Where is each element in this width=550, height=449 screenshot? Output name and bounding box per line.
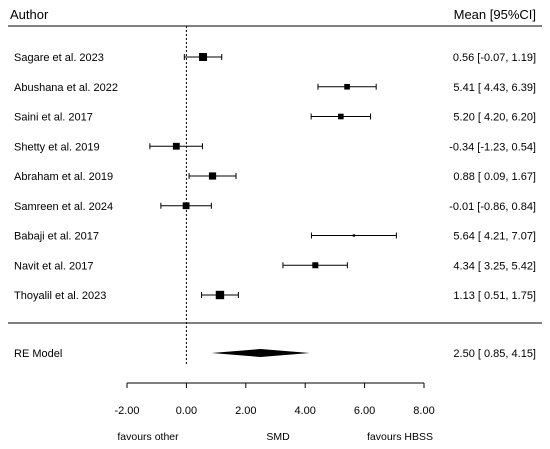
- ci-text: 0.88 [ 0.09, 1.67]: [453, 171, 536, 183]
- point-estimate: [172, 142, 180, 150]
- summary-row: RE Model 2.50 [ 0.85, 4.15]: [14, 348, 536, 360]
- study-label: Navit et al. 2017: [14, 260, 94, 272]
- ci-text: -0.01 [-0.86, 0.84]: [449, 201, 536, 213]
- x-tick-label: 2.00: [235, 405, 256, 417]
- favours-other-label: favours other: [117, 431, 179, 443]
- study-row: Shetty et al. 2019 -0.34 [-1.23, 0.54]: [14, 141, 536, 153]
- x-tick-label: 0.00: [176, 405, 197, 417]
- point-estimate: [352, 234, 356, 237]
- study-label: Samreen et al. 2024: [14, 201, 113, 213]
- point-estimate: [208, 172, 217, 180]
- point-estimate: [199, 53, 208, 61]
- ci-text: 1.13 [ 0.51, 1.75]: [453, 290, 536, 302]
- study-rows: Sagare et al. 2023 0.56 [-0.07, 1.19] Abus…: [14, 52, 536, 302]
- study-row: Saini et al. 2017 5.20 [ 4.20, 6.20]: [14, 112, 536, 124]
- ci-text: 5.20 [ 4.20, 6.20]: [453, 112, 536, 124]
- study-label: Babaji et al. 2017: [14, 231, 99, 243]
- point-estimate: [338, 113, 344, 120]
- study-row: Navit et al. 2017 4.34 [ 3.25, 5.42]: [14, 260, 536, 272]
- ci-text: -0.34 [-1.23, 0.54]: [449, 141, 536, 153]
- study-row: Thoyalil et al. 2023 1.13 [ 0.51, 1.75]: [14, 290, 536, 302]
- author-header: Author: [10, 7, 49, 22]
- study-row: Samreen et al. 2024 -0.01 [-0.86, 0.84]: [14, 201, 536, 213]
- point-estimate: [215, 290, 225, 300]
- mean-ci-header: Mean [95%CI]: [454, 7, 536, 22]
- ci-text: 5.41 [ 4.43, 6.39]: [453, 82, 536, 94]
- study-row: Sagare et al. 2023 0.56 [-0.07, 1.19]: [14, 52, 536, 64]
- summary-ci-text: 2.50 [ 0.85, 4.15]: [453, 348, 536, 360]
- study-label: Shetty et al. 2019: [14, 141, 100, 153]
- ci-text: 4.34 [ 3.25, 5.42]: [453, 260, 536, 272]
- study-row: Abraham et al. 2019 0.88 [ 0.09, 1.67]: [14, 171, 536, 183]
- x-tick-label: -2.00: [114, 405, 139, 417]
- point-estimate: [312, 262, 319, 269]
- x-tick-label: 6.00: [354, 405, 375, 417]
- summary-label: RE Model: [14, 348, 62, 360]
- study-row: Abushana et al. 2022 5.41 [ 4.43, 6.39]: [14, 82, 536, 94]
- ci-text: 5.64 [ 4.21, 7.07]: [453, 231, 536, 243]
- x-axis-label: SMD: [266, 431, 290, 443]
- point-estimate: [344, 83, 350, 90]
- x-axis: -2.00 0.00 2.00 4.00 6.00 8.00: [114, 382, 435, 417]
- summary-diamond: [211, 349, 310, 357]
- study-label: Saini et al. 2017: [14, 112, 93, 124]
- study-label: Thoyalil et al. 2023: [14, 290, 106, 302]
- x-tick-label: 4.00: [294, 405, 315, 417]
- study-label: Abraham et al. 2019: [14, 171, 113, 183]
- x-tick-label: 8.00: [413, 405, 434, 417]
- point-estimate: [182, 202, 190, 210]
- study-label: Abushana et al. 2022: [14, 82, 118, 94]
- study-row: Babaji et al. 2017 5.64 [ 4.21, 7.07]: [14, 231, 536, 243]
- favours-hbss-label: favours HBSS: [367, 431, 433, 443]
- study-label: Sagare et al. 2023: [14, 52, 104, 64]
- ci-text: 0.56 [-0.07, 1.19]: [453, 52, 536, 64]
